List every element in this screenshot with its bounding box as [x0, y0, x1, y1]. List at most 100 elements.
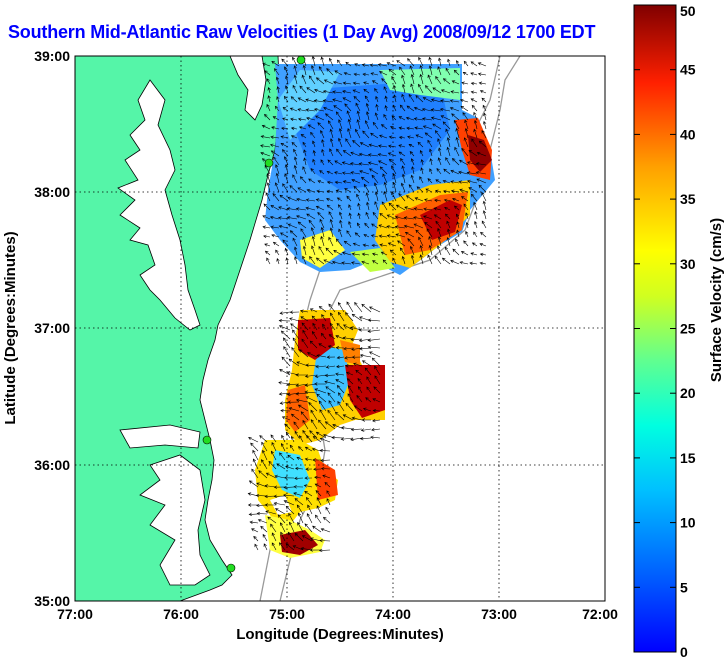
velocity-arrow [406, 126, 415, 130]
velocity-arrow [286, 216, 298, 220]
colorbar-tick-label: 30 [680, 256, 696, 272]
velocity-arrow [304, 457, 313, 461]
velocity-arrow [284, 173, 289, 184]
station-marker[interactable] [296, 55, 306, 65]
velocity-arrow [482, 200, 487, 211]
velocity-arrow [262, 449, 268, 461]
velocity-arrow [300, 228, 307, 238]
velocity-arrow [479, 252, 487, 257]
velocity-arrow [305, 396, 318, 403]
velocity-arrow [320, 332, 327, 340]
velocity-arrow [437, 138, 442, 148]
velocity-arrow [270, 135, 280, 139]
velocity-arrow [258, 470, 268, 479]
velocity-arrow [335, 111, 343, 121]
y-tick-label: 39:00 [34, 48, 70, 64]
velocity-arrow [423, 207, 433, 211]
velocity-arrow [474, 220, 478, 229]
velocity-arrow [300, 316, 309, 322]
velocity-arrow [456, 213, 460, 220]
velocity-arrow [442, 179, 451, 184]
velocity-arrow [342, 336, 354, 340]
velocity-arrow [355, 102, 361, 112]
velocity-arrow [399, 104, 406, 112]
velocity-arrow [323, 259, 334, 265]
velocity-arrow [359, 347, 372, 351]
velocity-arrow [470, 90, 478, 94]
velocity-arrow [338, 392, 345, 403]
velocity-arrow [293, 148, 298, 157]
station-marker[interactable] [226, 563, 236, 573]
velocity-arrow [459, 261, 469, 265]
velocity-arrow [352, 89, 361, 94]
velocity-arrow [440, 115, 451, 121]
velocity-arrow [302, 255, 307, 265]
velocity-arrow [316, 393, 327, 403]
velocity-arrow [399, 66, 406, 76]
station-marker[interactable] [264, 158, 274, 168]
velocity-arrow [413, 223, 424, 229]
velocity-arrow [474, 211, 478, 220]
velocity-arrow [302, 429, 309, 439]
velocity-arrow [418, 236, 424, 247]
velocity-arrow [481, 97, 487, 103]
velocity-arrow [330, 312, 336, 322]
velocity-arrow [346, 301, 354, 313]
velocity-arrow [446, 236, 451, 247]
velocity-arrow [482, 104, 487, 112]
velocity-arrow [476, 151, 487, 157]
velocity-arrow [326, 170, 334, 175]
velocity-arrow [470, 81, 478, 86]
velocity-arrow [422, 117, 433, 121]
velocity-arrow [300, 309, 309, 313]
velocity-arrow [353, 405, 363, 412]
velocity-arrow [263, 543, 268, 551]
velocity-arrow [341, 161, 352, 166]
velocity-arrow [401, 173, 406, 184]
velocity-arrow [481, 220, 487, 229]
velocity-arrow [293, 421, 300, 430]
velocity-arrow [293, 65, 298, 76]
velocity-arrow [335, 346, 345, 350]
velocity-arrow [409, 150, 415, 157]
velocity-arrow [456, 221, 460, 229]
velocity-arrow [278, 318, 291, 323]
velocity-arrow [429, 158, 433, 166]
velocity-arrow [299, 176, 307, 184]
velocity-arrow [379, 243, 388, 247]
velocity-arrow [354, 232, 361, 238]
velocity-arrow [267, 95, 271, 103]
station-marker[interactable] [202, 435, 212, 445]
velocity-arrow [394, 225, 406, 229]
velocity-arrow [418, 56, 424, 67]
velocity-arrow [427, 139, 433, 148]
velocity-arrow [275, 164, 280, 175]
velocity-arrow [353, 72, 361, 77]
velocity-arrow [351, 261, 361, 265]
velocity-arrow [323, 79, 334, 85]
velocity-arrow [277, 514, 286, 524]
velocity-arrow [296, 197, 307, 202]
velocity-arrow [352, 139, 361, 148]
velocity-arrow [451, 158, 460, 166]
velocity-arrow [352, 81, 361, 85]
velocity-arrow [266, 182, 271, 193]
velocity-arrow [424, 198, 433, 202]
velocity-arrow [371, 223, 379, 229]
velocity-arrow [247, 503, 259, 507]
velocity-arrow [300, 134, 307, 139]
velocity-arrow [298, 446, 304, 452]
velocity-arrow [387, 242, 397, 247]
velocity-arrow [455, 136, 460, 148]
velocity-arrow [257, 519, 268, 524]
velocity-arrow [311, 65, 316, 76]
velocity-arrow [294, 466, 304, 471]
velocity-arrow [319, 409, 327, 421]
velocity-arrow [443, 198, 451, 203]
velocity-arrow [281, 434, 286, 443]
velocity-arrow [435, 179, 442, 184]
velocity-arrow [268, 460, 277, 470]
velocity-arrow [280, 330, 291, 340]
velocity-arrow [419, 64, 424, 76]
velocity-arrow [283, 485, 295, 490]
